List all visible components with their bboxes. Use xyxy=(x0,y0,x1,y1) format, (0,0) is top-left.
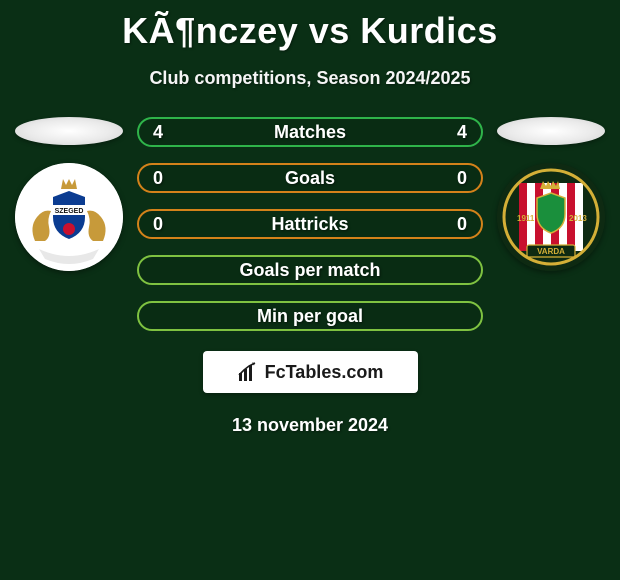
inner-shield-icon xyxy=(537,193,565,233)
szeged-crest: SZEGED xyxy=(15,163,123,271)
year-right-text: 2013 xyxy=(569,214,587,223)
player-photo-placeholder-right xyxy=(497,117,605,145)
stat-left-value: 4 xyxy=(153,122,163,143)
stat-label: Goals per match xyxy=(239,260,380,281)
attribution-badge: FcTables.com xyxy=(203,351,418,393)
stat-left-value: 0 xyxy=(153,214,163,235)
bottom-banner-text: VARDA xyxy=(537,247,565,256)
stat-label: Min per goal xyxy=(257,306,363,327)
varda-crest-svg: 1911 2013 VARDA xyxy=(497,163,605,271)
stat-label: Goals xyxy=(285,168,335,189)
stat-row-goals: 0 Goals 0 xyxy=(137,163,483,193)
stat-label: Hattricks xyxy=(271,214,348,235)
crown-icon xyxy=(61,179,77,189)
stat-row-hattricks: 0 Hattricks 0 xyxy=(137,209,483,239)
date-text: 13 november 2024 xyxy=(0,415,620,436)
stat-right-value: 0 xyxy=(457,168,467,189)
stat-row-min-per-goal: Min per goal xyxy=(137,301,483,331)
left-side-column: SZEGED xyxy=(9,117,129,271)
stat-left-value: 0 xyxy=(153,168,163,189)
varda-crest: 1911 2013 VARDA xyxy=(497,163,605,271)
attribution-text: FcTables.com xyxy=(265,362,384,383)
year-left-text: 1911 xyxy=(517,214,535,223)
stat-right-value: 0 xyxy=(457,214,467,235)
main-content: SZEGED 4 Matches 4 0 Goals 0 0 xyxy=(0,117,620,347)
stat-right-value: 4 xyxy=(457,122,467,143)
player-photo-placeholder-left xyxy=(15,117,123,145)
page-subtitle: Club competitions, Season 2024/2025 xyxy=(0,68,620,89)
szeged-crest-svg: SZEGED xyxy=(15,163,123,271)
stat-row-goals-per-match: Goals per match xyxy=(137,255,483,285)
shield-banner-text: SZEGED xyxy=(55,208,84,215)
bar-chart-icon xyxy=(237,361,259,383)
stats-column: 4 Matches 4 0 Goals 0 0 Hattricks 0 Goal… xyxy=(137,117,483,347)
stat-label: Matches xyxy=(274,122,346,143)
stat-row-matches: 4 Matches 4 xyxy=(137,117,483,147)
shield-ball-icon xyxy=(63,223,75,235)
page-title: KÃ¶nczey vs Kurdics xyxy=(0,0,620,52)
right-side-column: 1911 2013 VARDA xyxy=(491,117,611,271)
